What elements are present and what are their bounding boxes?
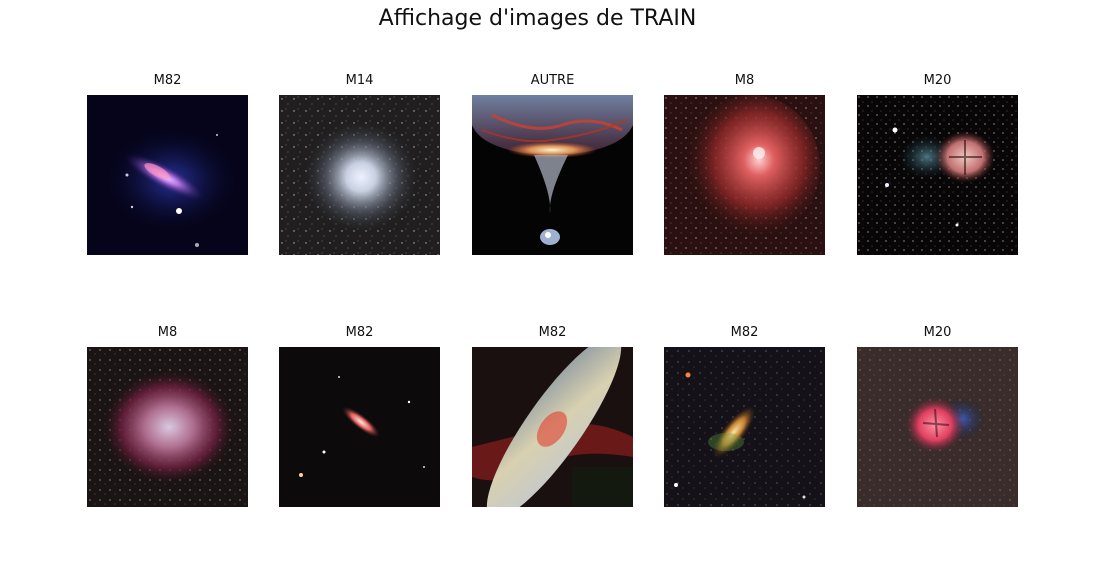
trifid-nebula-image <box>857 347 1018 507</box>
galaxy-image <box>279 347 440 507</box>
image-cell-2: M14 <box>279 73 440 255</box>
image-cell-1: M82 <box>87 73 248 255</box>
funnel-image <box>472 95 633 255</box>
image-label: M82 <box>153 73 182 88</box>
image-label: M8 <box>734 73 755 88</box>
image-label: M8 <box>157 325 178 340</box>
image-label: M82 <box>730 325 759 340</box>
image-label: M20 <box>923 73 952 88</box>
image-cell-5: M20 <box>857 73 1018 255</box>
galaxy-image <box>664 347 825 507</box>
image-label: M82 <box>538 325 567 340</box>
image-cell-10: M20 <box>857 325 1018 507</box>
galaxy-image <box>87 95 248 255</box>
globular-cluster-image <box>279 95 440 255</box>
image-cell-8: M82 <box>472 325 633 507</box>
image-label: M20 <box>923 325 952 340</box>
image-cell-9: M82 <box>664 325 825 507</box>
galaxy-image <box>472 347 633 507</box>
image-label: M14 <box>345 73 374 88</box>
nebula-image <box>87 347 248 507</box>
image-cell-3: AUTRE <box>472 73 633 255</box>
image-cell-4: M8 <box>664 73 825 255</box>
trifid-nebula-image <box>857 95 1018 255</box>
image-label: AUTRE <box>530 73 575 88</box>
figure-title: Affichage d'images de TRAIN <box>378 6 697 31</box>
nebula-image <box>664 95 825 255</box>
image-cell-6: M8 <box>87 325 248 507</box>
image-cell-7: M82 <box>279 325 440 507</box>
image-label: M82 <box>345 325 374 340</box>
